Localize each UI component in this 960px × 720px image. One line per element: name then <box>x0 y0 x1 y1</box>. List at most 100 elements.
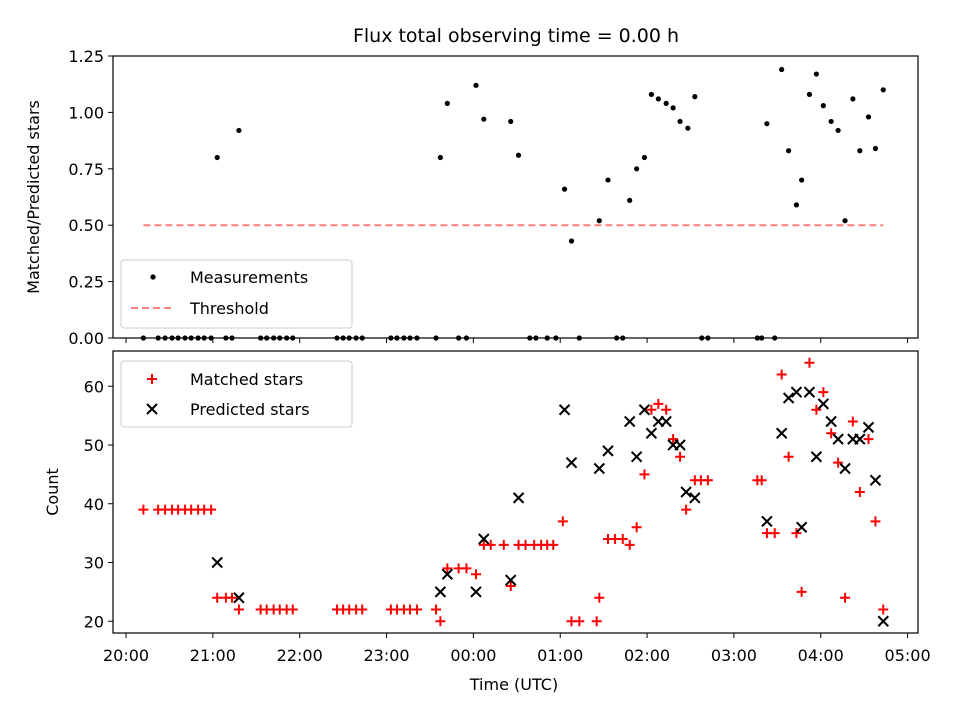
matched-star-point <box>287 604 298 615</box>
measurement-point <box>214 154 220 161</box>
matched-star-point <box>485 539 496 550</box>
predicted-star-point <box>441 568 454 580</box>
matched-star-point <box>854 487 865 497</box>
matched-star-point <box>804 357 815 368</box>
measurement-point <box>692 94 698 100</box>
top-legend-box <box>120 259 353 329</box>
measurement-point <box>857 148 863 154</box>
matched-star-point <box>498 539 509 550</box>
matched-star-point <box>840 592 851 603</box>
matched-star-point <box>631 522 642 533</box>
measurement-point <box>663 100 669 106</box>
predicted-star-point <box>854 433 866 445</box>
predicted-star-point <box>877 615 889 627</box>
measurement-point <box>481 116 487 122</box>
predicted-star-point <box>674 439 686 451</box>
measurement-point <box>880 87 886 93</box>
matched-star-point <box>206 504 217 515</box>
top-y-tick-label: 1.00 <box>68 103 104 122</box>
measurement-point <box>508 118 514 125</box>
x-tick-label: 20:00 <box>103 646 149 665</box>
matched-star-point <box>520 539 531 550</box>
matched-star-point <box>574 616 585 627</box>
x-tick-label: 00:00 <box>450 646 496 665</box>
predicted-star-point <box>565 456 578 469</box>
predicted-star-point <box>782 392 795 404</box>
measurement-point <box>648 91 655 97</box>
top-y-tick-label: 1.25 <box>68 47 104 66</box>
matched-star-point <box>675 451 686 462</box>
matched-star-point <box>681 504 692 515</box>
legend-matched-label: Matched stars <box>190 370 303 389</box>
predicted-star-point <box>790 386 803 398</box>
x-tick-label: 23:00 <box>363 646 409 665</box>
predicted-star-point <box>817 398 830 410</box>
predicted-star-point <box>869 474 882 486</box>
measurement-point <box>677 118 683 125</box>
x-tick-label: 21:00 <box>190 646 236 665</box>
predicted-star-point <box>505 574 517 586</box>
predicted-star-point <box>862 421 875 434</box>
predicted-star-point <box>645 427 658 439</box>
predicted-star-point <box>434 586 447 598</box>
bottom-legend: Matched stars Predicted stars <box>120 360 353 428</box>
matched-star-point <box>461 563 472 574</box>
x-tick-label: 01:00 <box>537 646 583 665</box>
measurement-point <box>236 127 242 134</box>
bottom-legend-box <box>120 360 353 428</box>
top-plot-area <box>140 66 886 341</box>
measurement-point <box>872 145 879 152</box>
bottom-x-ticks: 20:00 21:00 22:00 23:00 00:00 01:00 02:00 03:00… <box>103 633 931 665</box>
measurement-point <box>641 154 648 161</box>
predicted-star-point <box>761 515 773 528</box>
matched-star-point <box>431 604 442 615</box>
matched-star-point <box>811 404 822 415</box>
measurement-point <box>842 218 848 224</box>
matched-star-point <box>594 592 605 603</box>
matched-star-point <box>357 604 368 615</box>
top-y-tick-label: 0.25 <box>68 273 104 292</box>
legend-measurements-label: Measurements <box>190 268 308 287</box>
matched-star-point <box>756 475 767 486</box>
predicted-star-point <box>795 521 808 533</box>
top-panel: Flux total observing time = 0.00 h Match… <box>24 25 919 348</box>
measurement-point <box>561 186 568 192</box>
x-tick-label: 02:00 <box>624 646 670 665</box>
matched-star-point <box>791 528 802 539</box>
top-y-tick-label: 0.50 <box>68 216 104 235</box>
matched-star-point <box>702 475 713 486</box>
top-y-tick-label: 0.75 <box>68 160 104 179</box>
matched-star-point <box>617 534 628 544</box>
matched-star-point <box>557 516 568 527</box>
measurement-point <box>627 197 633 203</box>
bottom-y-ticks: 20 30 40 50 60 <box>84 377 113 631</box>
matched-star-point <box>776 369 787 380</box>
matched-star-point <box>653 398 664 409</box>
legend-matched-marker <box>147 374 157 384</box>
matched-star-point <box>847 416 858 427</box>
matched-star-point <box>783 451 794 462</box>
measurement-point <box>828 118 834 125</box>
predicted-star-point <box>680 486 692 498</box>
legend-predicted-marker <box>146 403 158 415</box>
matched-star-point <box>818 387 829 398</box>
top-y-ticks: 0.00 0.25 0.50 0.75 1.00 1.25 <box>68 47 113 348</box>
matched-star-point <box>435 616 446 627</box>
matched-star-point <box>646 404 657 415</box>
matched-star-point <box>826 428 837 439</box>
measurement-point <box>820 103 826 109</box>
measurement-point <box>568 238 575 244</box>
x-tick-label: 03:00 <box>711 646 757 665</box>
predicted-star-point <box>233 592 245 604</box>
predicted-star-point <box>602 445 614 457</box>
predicted-star-point <box>660 415 672 428</box>
measurement-point <box>813 71 819 77</box>
matched-star-point <box>863 434 874 445</box>
predicted-star-point <box>558 404 571 416</box>
chart-title: Flux total observing time = 0.00 h <box>353 25 679 47</box>
bottom-y-tick-label: 30 <box>84 554 104 573</box>
x-axis-label: Time (UTC) <box>469 675 558 694</box>
measurement-point <box>473 82 479 88</box>
matched-star-point <box>624 539 635 550</box>
bottom-y-tick-label: 40 <box>84 495 104 514</box>
